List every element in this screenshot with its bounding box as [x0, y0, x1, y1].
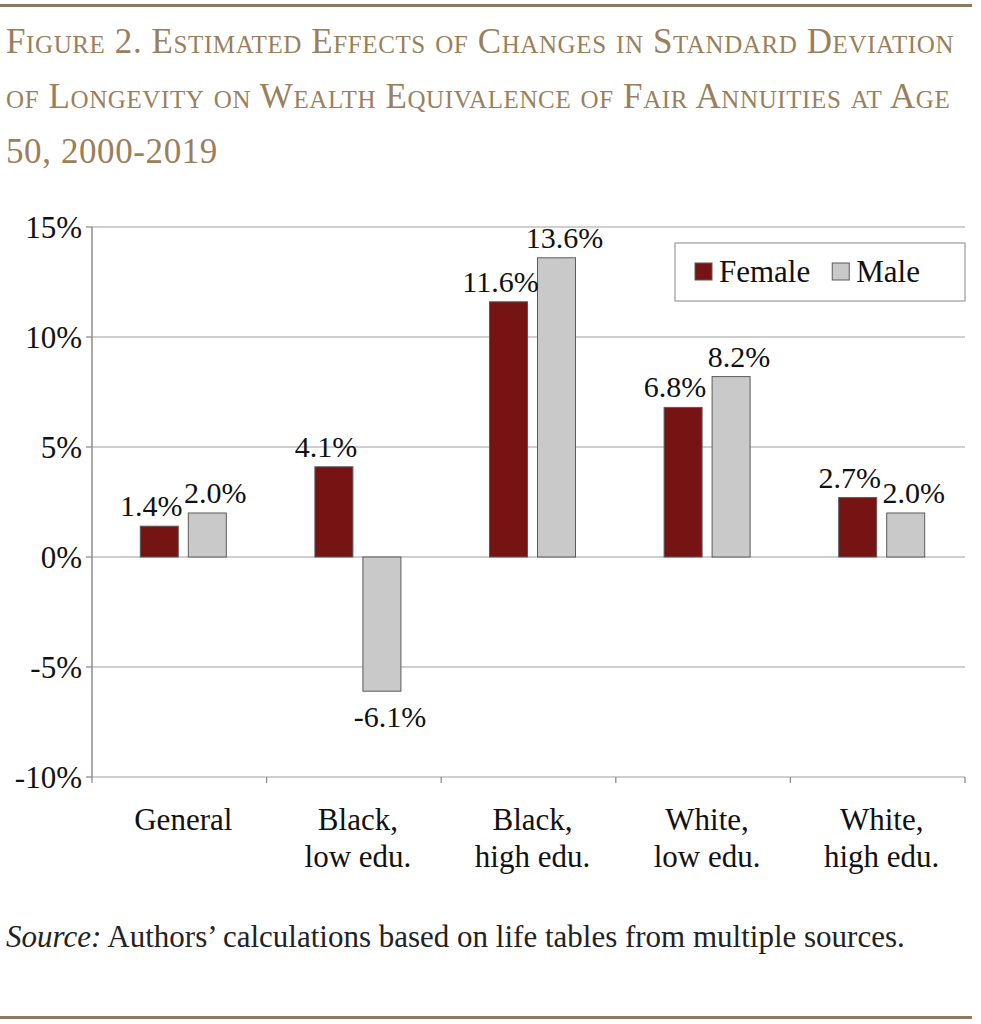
grid-line [92, 336, 965, 337]
legend-swatch [832, 263, 849, 280]
legend-label: Male [856, 254, 920, 289]
bar [712, 377, 750, 557]
bar [315, 467, 353, 557]
x-tick-label: General [134, 802, 232, 837]
data-label: 2.7% [818, 461, 881, 494]
legend: Female Male [675, 243, 965, 301]
x-tick-label: Black,low edu. [305, 802, 412, 874]
data-label: 6.8% [644, 370, 707, 403]
y-axis-line [91, 227, 93, 777]
y-tick [86, 336, 92, 337]
x-tick [266, 777, 267, 783]
y-tick-label: -5% [30, 650, 82, 685]
bar [363, 557, 401, 691]
bar [140, 526, 178, 557]
bars [140, 258, 924, 691]
data-label: 1.4% [120, 489, 183, 522]
legend-swatch [695, 263, 712, 280]
y-tick [86, 226, 92, 227]
legend-label: Female [719, 254, 810, 289]
y-tick-label: -10% [15, 760, 82, 795]
title: Figure 2. Estimated Effects of Changes i… [6, 14, 974, 179]
x-tick [790, 777, 791, 783]
y-tick [86, 666, 92, 667]
x-tick-label: White,low edu. [654, 802, 761, 874]
data-label: 4.1% [295, 430, 358, 463]
x-tick [441, 777, 442, 783]
top-rule [0, 4, 972, 7]
data-label: 2.0% [184, 476, 247, 509]
y-tick [86, 776, 92, 777]
bar [538, 258, 576, 557]
x-tick-label: Black,high edu. [475, 802, 590, 874]
data-label: 13.6% [526, 221, 604, 254]
y-tick-label: 10% [25, 320, 82, 355]
bar [490, 302, 528, 557]
x-tick-label: White,high edu. [824, 802, 939, 874]
data-label: -6.1% [354, 700, 426, 733]
y-tick [86, 556, 92, 557]
x-tick [615, 777, 616, 783]
bottom-rule [0, 1016, 972, 1019]
chart: -10%-5%0%5%10%15%1.4%4.1%11.6%6.8%2.7%2.… [0, 0, 981, 1024]
y-tick-label: 0% [41, 540, 82, 575]
bar [664, 407, 702, 557]
legend-box [675, 243, 965, 301]
grid-line [92, 666, 965, 667]
y-tick-label: 15% [25, 210, 82, 245]
source-note: Source: Authors’ calculations based on l… [6, 910, 906, 964]
bar [188, 513, 226, 557]
data-label: 2.0% [882, 476, 945, 509]
grid-line [92, 446, 965, 447]
y-tick [86, 446, 92, 447]
data-label: 8.2% [708, 340, 771, 373]
bar [839, 498, 877, 557]
bar [887, 513, 925, 557]
data-label: 11.6% [462, 265, 538, 298]
x-tick [91, 777, 92, 783]
x-tick [964, 777, 965, 783]
grid-line [92, 776, 965, 777]
y-tick-label: 5% [41, 430, 82, 465]
